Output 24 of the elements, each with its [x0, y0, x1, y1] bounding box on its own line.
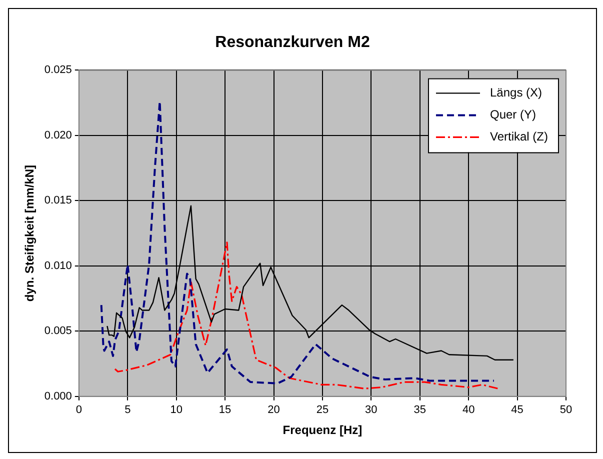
x-tick-label: 50 [560, 404, 572, 416]
chart-title: Resonanzkurven M2 [215, 34, 370, 52]
x-tick-label: 25 [316, 404, 329, 416]
x-tick-label: 40 [462, 404, 475, 416]
y-axis-title: dyn. Steifigkeit [mm/kN] [22, 164, 37, 302]
y-tick-label: 0.020 [44, 129, 72, 142]
legend-label: Vertikal (Z) [490, 130, 548, 144]
y-tick-label: 0.005 [44, 325, 72, 338]
y-tick-label: 0.015 [44, 194, 72, 207]
x-tick-label: 0 [76, 404, 82, 416]
x-axis-title: Frequenz [Hz] [282, 423, 362, 438]
x-tick-label: 45 [511, 404, 524, 416]
x-tick-label: 35 [414, 404, 426, 416]
y-tick-label: 0.025 [44, 64, 72, 76]
legend-label: Längs (X) [490, 86, 542, 100]
x-tick-label: 30 [365, 404, 378, 416]
x-tick-label: 15 [218, 404, 232, 416]
x-tick-label: 5 [124, 404, 131, 416]
y-tick-label: 0.010 [44, 260, 72, 272]
line-series [114, 242, 499, 390]
x-tick-label: 20 [268, 404, 280, 416]
legend-label: Quer (Y) [490, 108, 536, 122]
x-tick-label: 10 [170, 404, 182, 416]
y-tick-label: 0.000 [44, 390, 72, 402]
